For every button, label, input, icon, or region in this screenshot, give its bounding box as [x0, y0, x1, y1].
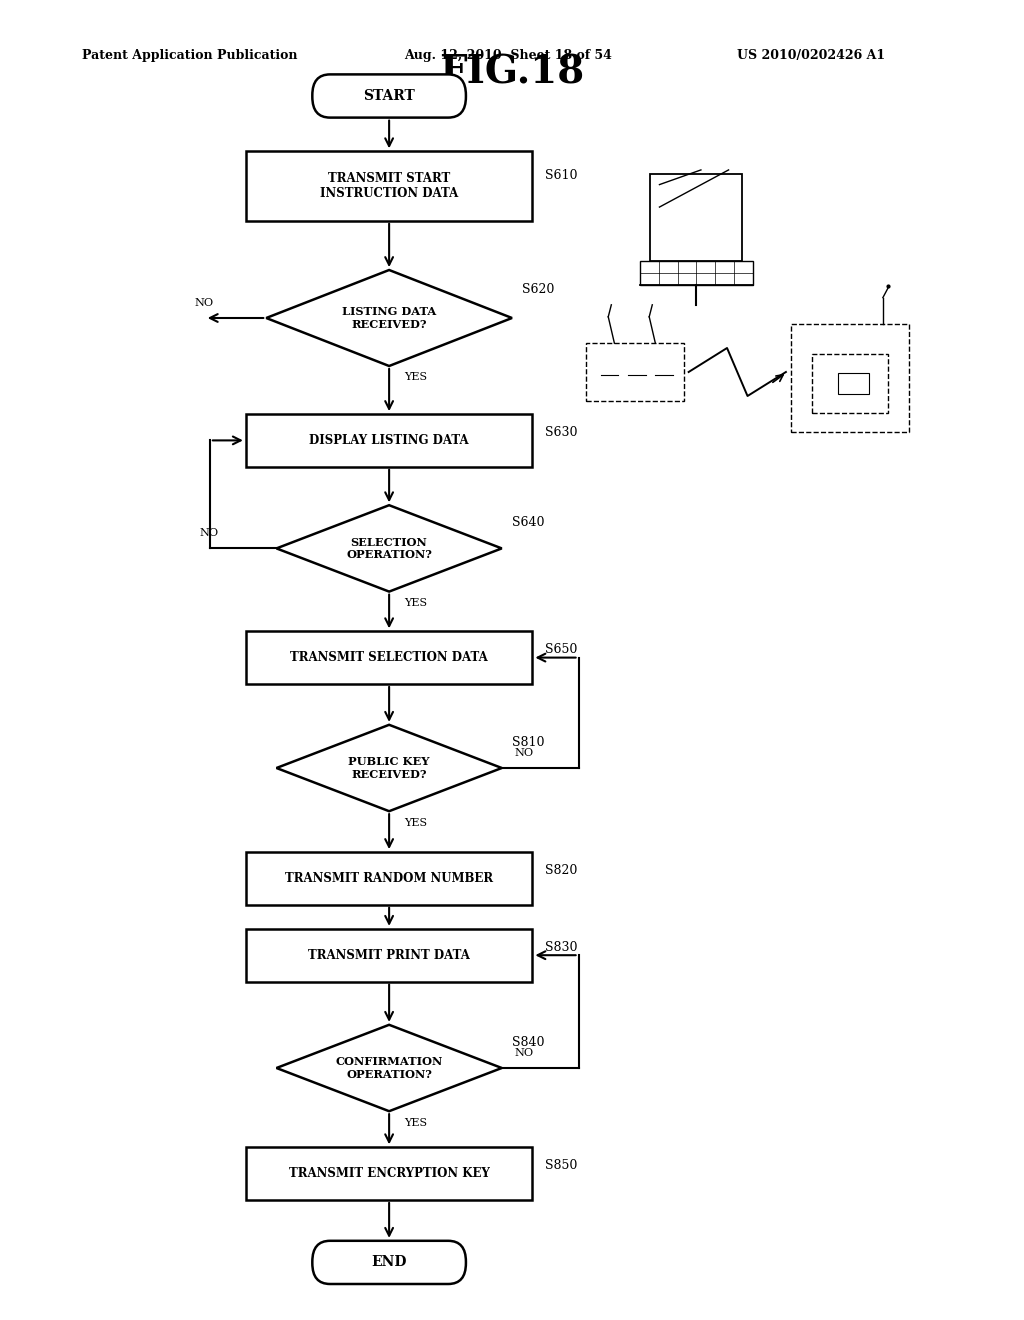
Bar [246, 414, 532, 467]
Text: S840: S840 [512, 1036, 545, 1048]
Text: S830: S830 [545, 941, 578, 954]
Text: S640: S640 [512, 516, 545, 529]
Text: NO: NO [514, 1048, 534, 1059]
Text: YES: YES [404, 372, 428, 383]
Text: TRANSMIT START
INSTRUCTION DATA: TRANSMIT START INSTRUCTION DATA [319, 172, 459, 201]
Text: Patent Application Publication: Patent Application Publication [82, 49, 297, 62]
Bar [839, 374, 869, 393]
Polygon shape [276, 506, 502, 591]
Text: YES: YES [404, 598, 428, 609]
Text: US 2010/0202426 A1: US 2010/0202426 A1 [737, 49, 886, 62]
Bar [246, 929, 532, 982]
Text: TRANSMIT PRINT DATA: TRANSMIT PRINT DATA [308, 949, 470, 962]
Text: END: END [372, 1255, 407, 1270]
Text: PUBLIC KEY
RECEIVED?: PUBLIC KEY RECEIVED? [348, 756, 430, 780]
Polygon shape [266, 271, 512, 366]
Text: SELECTION
OPERATION?: SELECTION OPERATION? [346, 536, 432, 560]
Bar [812, 354, 888, 413]
Bar [246, 851, 532, 904]
Polygon shape [276, 725, 502, 812]
Text: DISPLAY LISTING DATA: DISPLAY LISTING DATA [309, 434, 469, 447]
Text: YES: YES [404, 817, 428, 828]
Bar [650, 174, 742, 260]
Bar [246, 1147, 532, 1200]
Text: Aug. 12, 2010  Sheet 18 of 54: Aug. 12, 2010 Sheet 18 of 54 [404, 49, 612, 62]
Text: START: START [364, 88, 415, 103]
FancyBboxPatch shape [312, 74, 466, 117]
Bar [246, 152, 532, 220]
Text: NO: NO [195, 298, 214, 308]
Polygon shape [276, 1024, 502, 1111]
Text: S810: S810 [512, 735, 545, 748]
Bar [640, 260, 753, 285]
FancyBboxPatch shape [312, 1241, 466, 1284]
Text: S620: S620 [522, 282, 555, 296]
Bar [246, 631, 532, 684]
Text: S820: S820 [545, 865, 578, 876]
Bar [791, 323, 909, 432]
Text: S650: S650 [545, 643, 578, 656]
Text: CONFIRMATION
OPERATION?: CONFIRMATION OPERATION? [336, 1056, 442, 1080]
Text: S610: S610 [545, 169, 578, 182]
Text: TRANSMIT RANDOM NUMBER: TRANSMIT RANDOM NUMBER [285, 873, 494, 884]
Text: S850: S850 [545, 1159, 578, 1172]
Text: TRANSMIT ENCRYPTION KEY: TRANSMIT ENCRYPTION KEY [289, 1167, 489, 1180]
Text: NO: NO [514, 748, 534, 758]
Text: FIG.18: FIG.18 [439, 53, 585, 91]
Bar [586, 343, 684, 401]
Text: TRANSMIT SELECTION DATA: TRANSMIT SELECTION DATA [290, 651, 488, 664]
Text: S630: S630 [545, 426, 578, 440]
Text: YES: YES [404, 1118, 428, 1127]
Text: NO: NO [200, 528, 219, 539]
Text: LISTING DATA
RECEIVED?: LISTING DATA RECEIVED? [342, 306, 436, 330]
